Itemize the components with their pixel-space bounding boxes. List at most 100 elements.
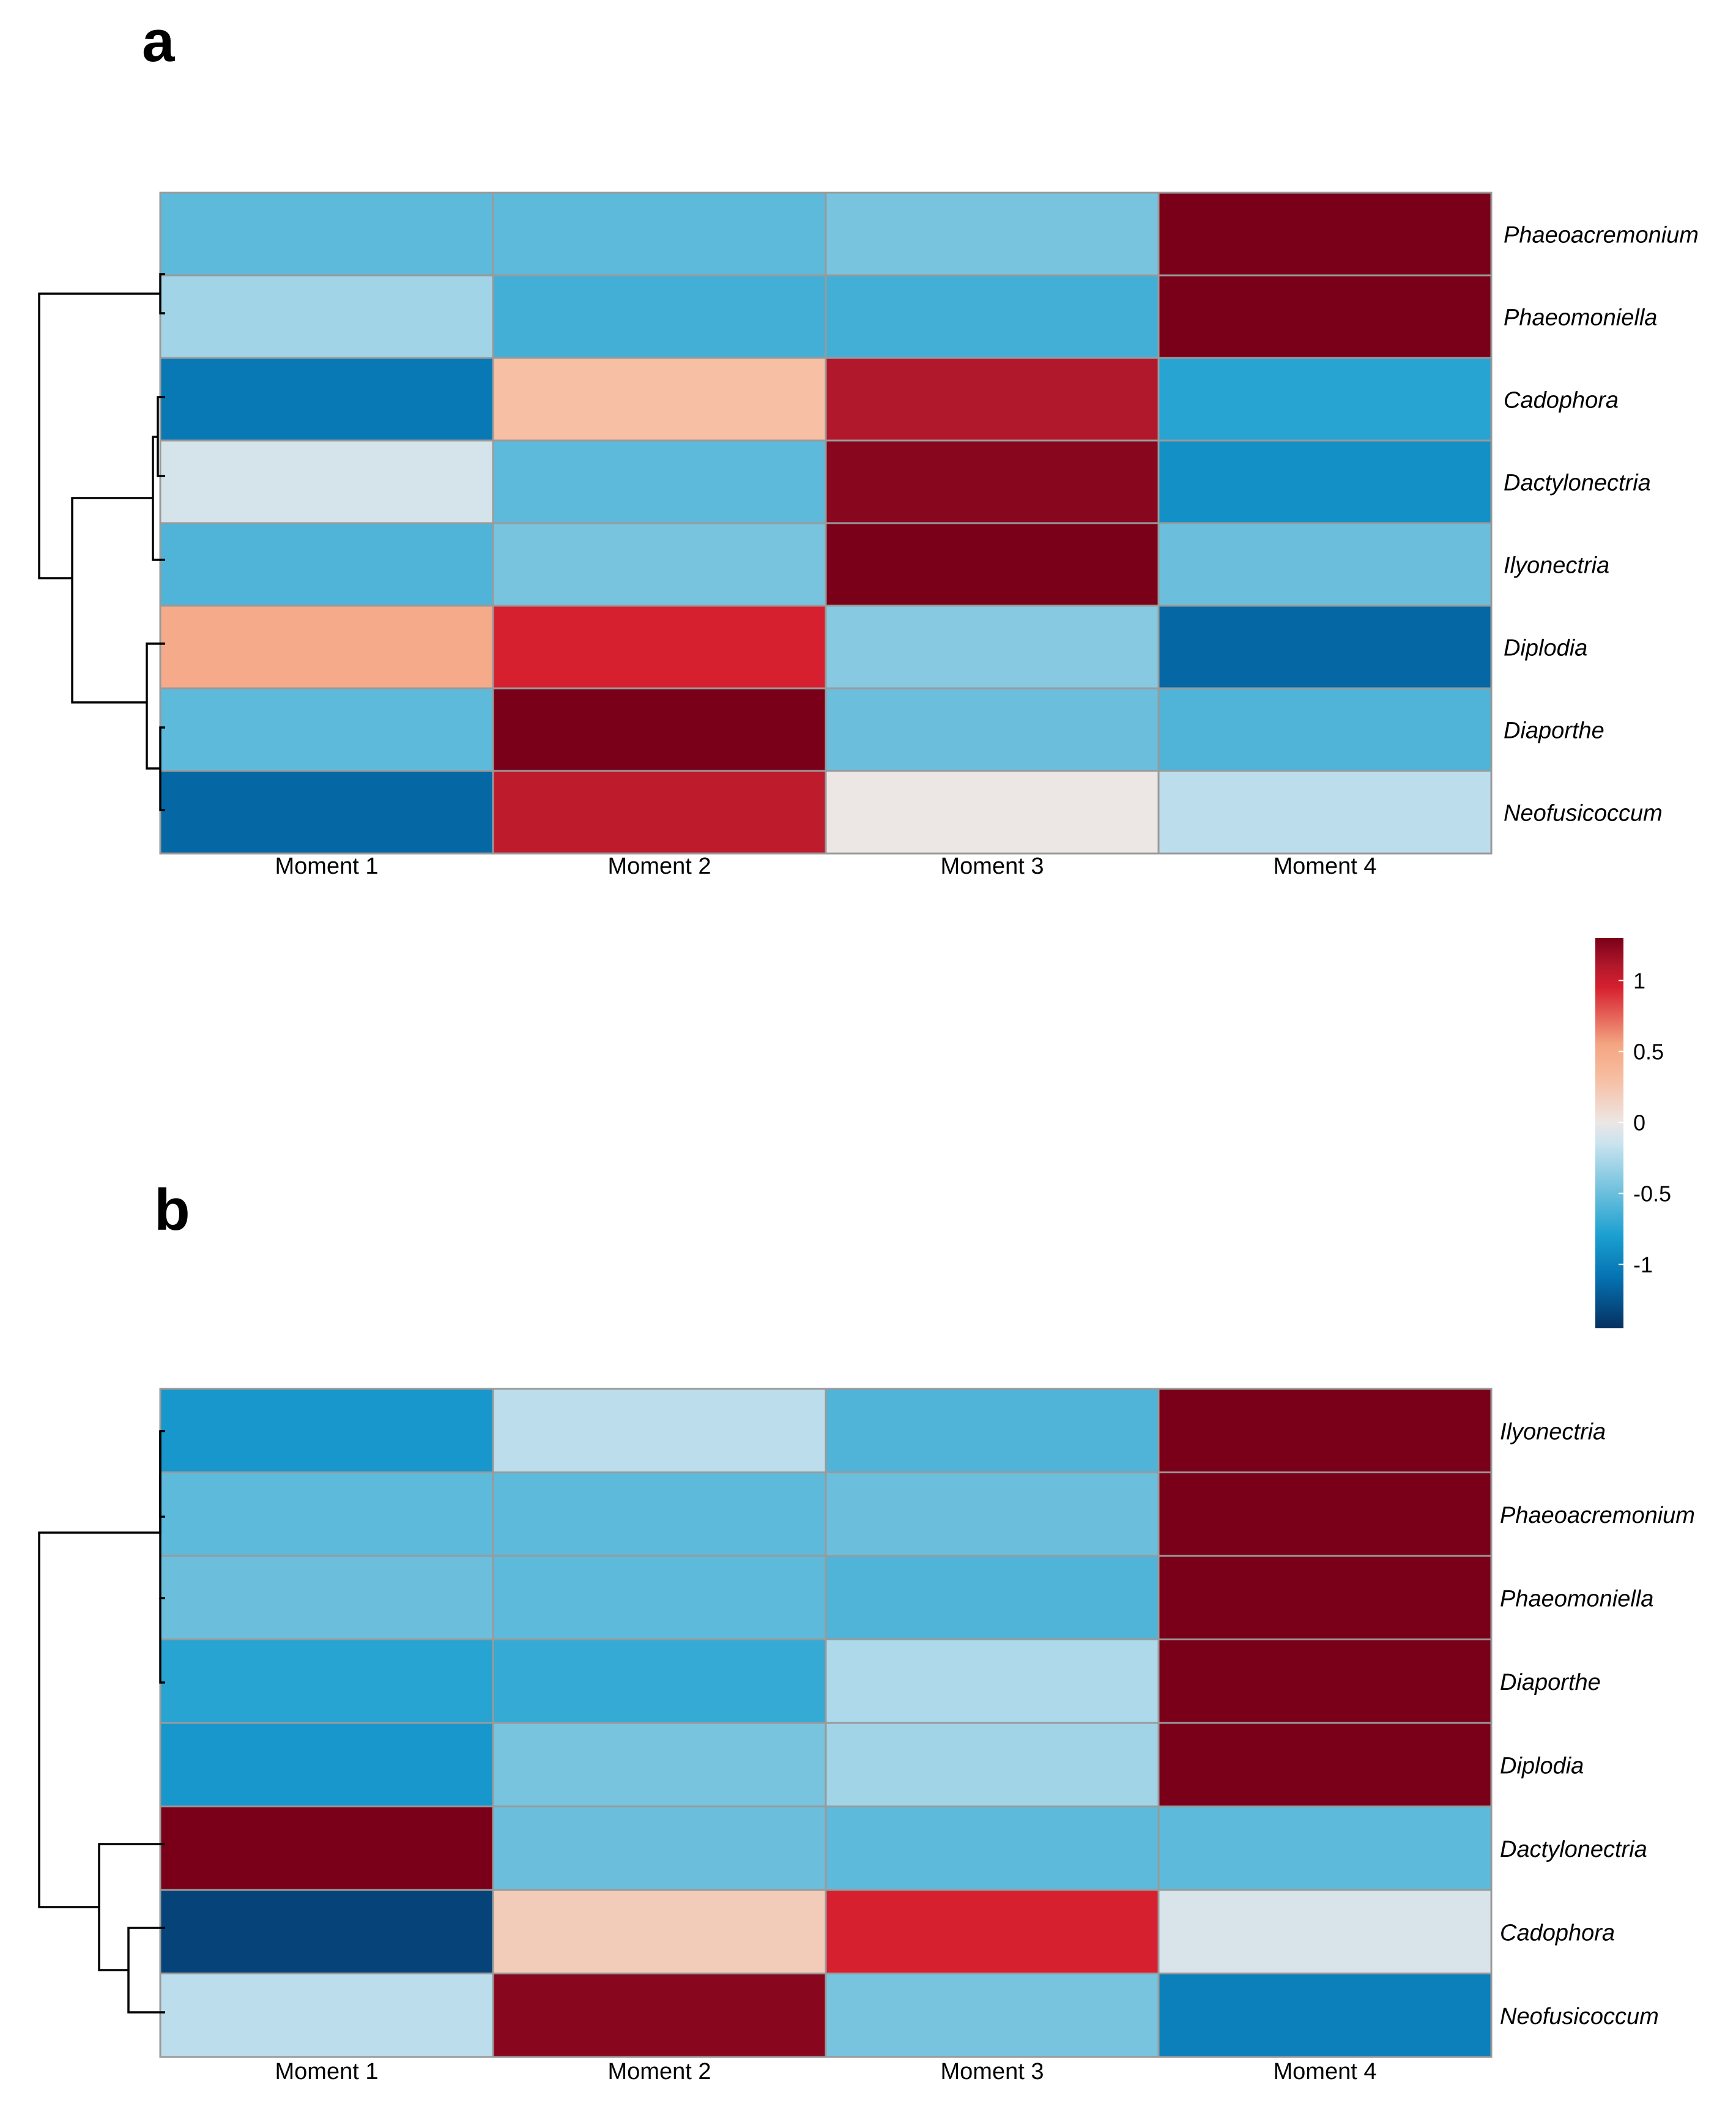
heatmap-cell: [159, 1388, 494, 1473]
heatmap-cell: [159, 192, 494, 277]
column-label: Moment 2: [608, 2059, 711, 2085]
heatmap-cell: [1157, 1388, 1493, 1473]
heatmap-cell: [1157, 357, 1493, 442]
row-label: Phaeoacremonium: [1504, 223, 1699, 248]
heatmap-cell: [1157, 770, 1493, 855]
heatmap-cell: [159, 770, 494, 855]
heatmap-cell: [159, 1555, 494, 1640]
heatmap-cell: [492, 522, 827, 607]
row-label: Cadophora: [1500, 1920, 1615, 1946]
row-label: Phaeomoniella: [1500, 1586, 1653, 1612]
heatmap-cell: [492, 192, 827, 277]
heatmap-cell: [492, 1638, 827, 1724]
heatmap-cell: [825, 1806, 1160, 1891]
heatmap-cell: [1157, 687, 1493, 772]
row-label: Neofusicoccum: [1504, 801, 1663, 827]
heatmap-cell: [825, 1388, 1160, 1473]
row-label: Diaporthe: [1504, 718, 1604, 744]
panel-a-letter: a: [142, 9, 175, 74]
heatmap-cell: [492, 274, 827, 359]
heatmap-cell: [159, 1806, 494, 1891]
heatmap-panel-a: Phaeoacremonium Phaeomoniella Cadophora Dac…: [159, 192, 1699, 879]
heatmap-cell: [492, 1973, 827, 2058]
heatmap-cell: [159, 604, 494, 690]
row-label: Cadophora: [1504, 388, 1619, 414]
heatmap-cell: [492, 1722, 827, 1807]
heatmap-cell: [1157, 1638, 1493, 1724]
heatmap-cell: [825, 1638, 1160, 1724]
heatmap-cell: [825, 439, 1160, 524]
heatmap-cell: [1157, 604, 1493, 690]
heatmap-cell: [825, 1555, 1160, 1640]
heatmap-cell: [159, 439, 494, 524]
heatmap-cell: [825, 522, 1160, 607]
heatmap-cell: [825, 1889, 1160, 1974]
heatmap-cell: [159, 1973, 494, 2058]
heatmap-cell: [825, 1471, 1160, 1557]
row-label: Diplodia: [1504, 636, 1587, 661]
heatmap-cell: [825, 357, 1160, 442]
column-label: Moment 1: [275, 854, 379, 879]
heatmap-cell: [1157, 192, 1493, 277]
column-label: Moment 3: [941, 854, 1044, 879]
heatmap-cell: [1157, 1555, 1493, 1640]
legend-colorbar: [1595, 938, 1623, 1328]
heatmap-cell: [1157, 1806, 1493, 1891]
row-label: Dactylonectria: [1500, 1837, 1647, 1862]
legend-tick-label: 0: [1633, 1110, 1645, 1136]
row-label: Diplodia: [1500, 1753, 1584, 1779]
heatmap-cell: [1157, 1973, 1493, 2058]
panel-b-letter: b: [154, 1177, 190, 1243]
heatmap-cell: [825, 192, 1160, 277]
heatmap-cell: [159, 1722, 494, 1807]
column-label: Moment 3: [941, 2059, 1044, 2085]
row-label: Neofusicoccum: [1500, 2004, 1659, 2029]
heatmap-cell: [159, 687, 494, 772]
heatmap-cell: [1157, 439, 1493, 524]
heatmap-cell: [825, 770, 1160, 855]
column-label: Moment 4: [1274, 854, 1377, 879]
heatmap-cell: [159, 357, 494, 442]
legend-tick-label: 0.5: [1633, 1040, 1664, 1065]
legend-tick-label: -1: [1633, 1252, 1653, 1278]
heatmap-cell: [492, 687, 827, 772]
row-label: Ilyonectria: [1504, 553, 1609, 579]
heatmap-cell: [825, 1722, 1160, 1807]
column-label: Moment 4: [1274, 2059, 1377, 2085]
heatmap-cell: [825, 1973, 1160, 2058]
row-label: Diaporthe: [1500, 1670, 1601, 1695]
heatmap-cell: [159, 1638, 494, 1724]
legend-tick-label: 1: [1633, 969, 1645, 994]
column-label: Moment 2: [608, 854, 711, 879]
heatmap-cell: [492, 1806, 827, 1891]
heatmap-cell: [825, 687, 1160, 772]
heatmap-cell: [492, 439, 827, 524]
color-legend: 1 0.5 0 -0.5 -1: [1595, 938, 1671, 1328]
row-dendrogram-a: [38, 273, 165, 811]
heatmap-cell: [492, 1889, 827, 1974]
row-label: Ilyonectria: [1500, 1419, 1606, 1445]
heatmap-panel-b: Ilyonectria Phaeoacremonium Phaeomoniella D…: [159, 1388, 1695, 2085]
heatmap-cell: [1157, 1722, 1493, 1807]
heatmap-cell: [825, 604, 1160, 690]
heatmap-cell: [1157, 1889, 1493, 1974]
legend-tick-label: -0.5: [1633, 1181, 1671, 1207]
heatmap-cell: [159, 1889, 494, 1974]
heatmap-cell: [492, 604, 827, 690]
heatmap-cell: [1157, 274, 1493, 359]
heatmap-cell: [492, 1471, 827, 1557]
row-dendrogram-b: [38, 1430, 165, 2014]
heatmap-cell: [825, 274, 1160, 359]
heatmap-cell: [1157, 522, 1493, 607]
heatmap-cell: [1157, 1471, 1493, 1557]
row-label: Phaeoacremonium: [1500, 1503, 1695, 1528]
heatmap-cell: [492, 1555, 827, 1640]
row-label: Phaeomoniella: [1504, 305, 1657, 331]
heatmap-cell: [159, 274, 494, 359]
heatmap-cell: [159, 1471, 494, 1557]
heatmap-cell: [492, 1388, 827, 1473]
column-label: Moment 1: [275, 2059, 379, 2085]
heatmap-cell: [159, 522, 494, 607]
heatmap-cell: [492, 770, 827, 855]
